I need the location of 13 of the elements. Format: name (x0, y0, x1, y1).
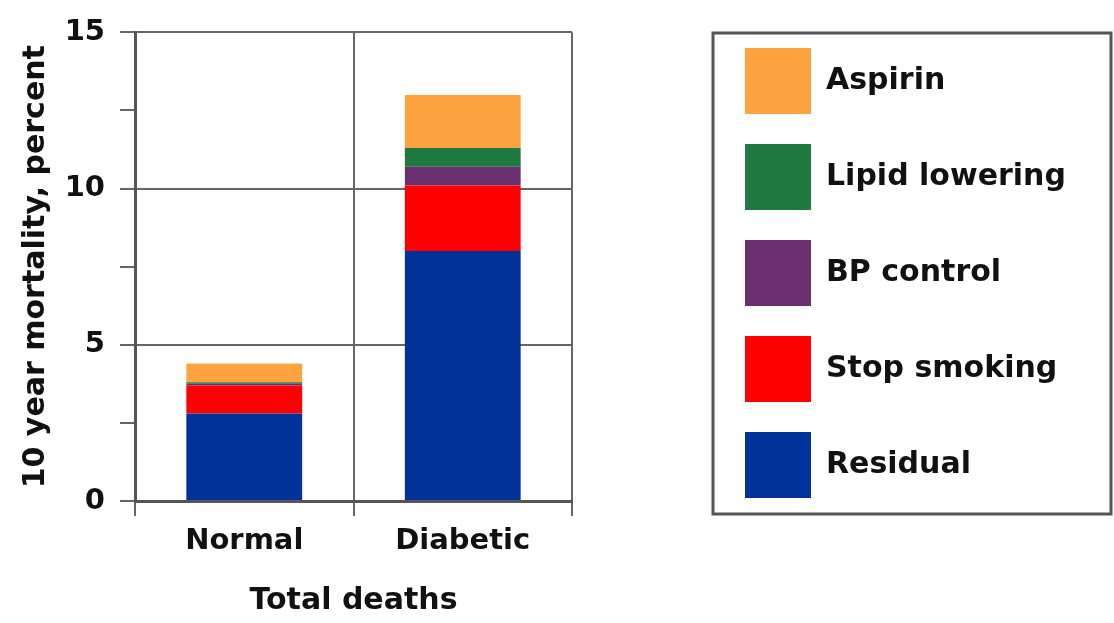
x-tick-label: Normal (185, 521, 304, 556)
legend-label: Residual (826, 444, 971, 480)
legend-label: BP control (826, 252, 1002, 288)
y-tick-label: 10 (64, 169, 105, 204)
y-tick-label: 15 (64, 12, 105, 47)
y-tick-label: 0 (84, 481, 105, 516)
legend-label: Aspirin (826, 60, 946, 96)
y-tick-label: 5 (84, 325, 105, 360)
y-axis-title: 10 year mortality, percent (15, 45, 51, 489)
x-tick-label: Diabetic (395, 521, 531, 556)
legend-label: Lipid lowering (826, 156, 1066, 192)
legend-label: Stop smoking (826, 348, 1058, 384)
x-axis-title: Total deaths (249, 580, 458, 616)
